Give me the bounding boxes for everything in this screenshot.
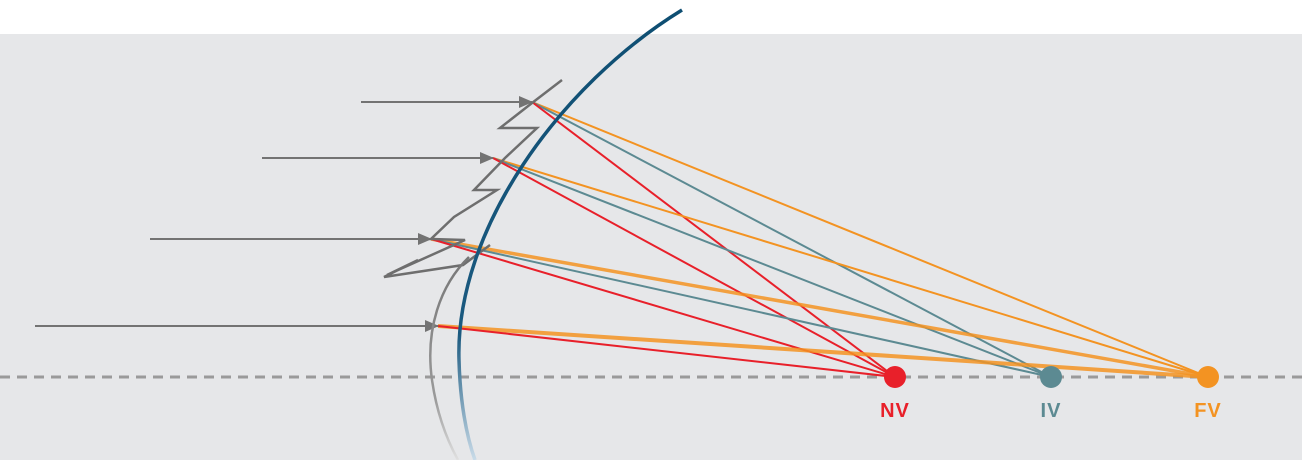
near-focus-dot [884, 366, 906, 388]
refracted-rays [430, 101, 1209, 379]
ray-3-to-intermediate [430, 238, 1052, 378]
near-focus-label: NV [880, 400, 910, 422]
lens-back-surface-arc [429, 256, 470, 460]
background-panel [0, 34, 1302, 460]
ray-2-to-intermediate [492, 157, 1052, 378]
ray-1-to-near [531, 101, 896, 378]
ray-4-to-near [437, 325, 896, 378]
diffractive-lens-profile [383, 79, 563, 279]
ray-1-to-intermediate [531, 101, 1052, 378]
ray-2-to-near [492, 157, 896, 378]
far-focus-label: FV [1194, 400, 1222, 422]
ray-3-to-far [430, 237, 1209, 379]
cornea-arc [457, 8, 683, 460]
ray-3-to-near [430, 238, 896, 378]
far-focus-dot [1197, 366, 1219, 388]
intermediate-focus-label: IV [1041, 400, 1062, 422]
ray-2-to-far [492, 157, 1209, 378]
ray-1-to-far [531, 101, 1209, 378]
incoming-rays [35, 96, 533, 332]
intermediate-focus-dot [1040, 366, 1062, 388]
focal-points: NV IV FV [880, 366, 1222, 422]
ray-4-to-far [437, 324, 1209, 379]
